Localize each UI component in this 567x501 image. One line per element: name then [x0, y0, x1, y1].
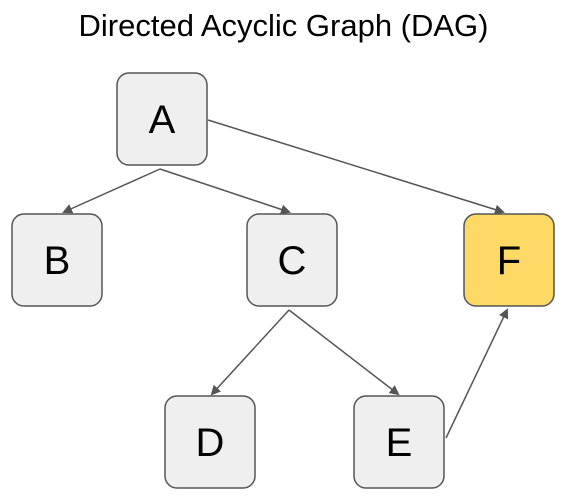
diagram-title: Directed Acyclic Graph (DAG): [78, 8, 489, 43]
node-c: C: [246, 213, 338, 307]
node-d-box: [164, 395, 256, 489]
node-d: D: [164, 395, 256, 489]
node-a: A: [116, 72, 208, 166]
edge-e-to-f: [445, 308, 509, 439]
node-b: B: [11, 213, 103, 307]
node-b-label: B: [44, 239, 71, 283]
edge-a-to-b: [62, 168, 161, 214]
node-a-label: A: [149, 98, 176, 142]
node-f: F: [463, 213, 555, 307]
node-f-label: F: [497, 239, 521, 283]
node-d-label: D: [196, 421, 225, 465]
edge-a-to-f: [207, 119, 505, 215]
node-b-box: [11, 213, 103, 307]
edges-layer: [62, 119, 509, 439]
node-f-box: [463, 213, 555, 307]
node-e-label: E: [386, 421, 413, 465]
node-e: E: [353, 395, 445, 489]
edge-a-to-c: [159, 168, 291, 215]
edge-c-to-d: [210, 309, 290, 396]
node-c-label: C: [278, 239, 307, 283]
node-a-box: [116, 72, 208, 166]
node-e-box: [353, 395, 445, 489]
edge-c-to-e: [288, 309, 400, 396]
nodes-layer: A B C D E F: [11, 72, 555, 489]
node-c-box: [246, 213, 338, 307]
